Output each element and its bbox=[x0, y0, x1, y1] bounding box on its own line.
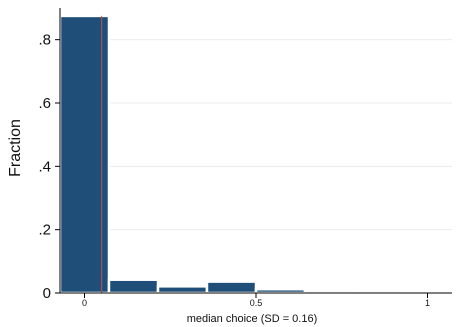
histogram-bar bbox=[254, 287, 307, 295]
bars bbox=[58, 14, 405, 295]
histogram-bar bbox=[107, 278, 160, 295]
x-axis-label: median choice (SD = 0.16) bbox=[187, 313, 318, 325]
y-tick-label: 0 bbox=[43, 285, 51, 302]
x-tick-label: 0.5 bbox=[250, 298, 263, 308]
histogram-bar bbox=[58, 14, 111, 295]
histogram-bar bbox=[156, 285, 209, 295]
y-tick-label: .8 bbox=[38, 32, 51, 49]
grid-lines bbox=[60, 39, 452, 231]
x-tick-label: 1 bbox=[425, 298, 430, 308]
x-tick-label: 0 bbox=[82, 298, 87, 308]
y-axis-ticks: 0 .2 .4 .6 .8 bbox=[38, 32, 60, 302]
x-axis-ticks: 0 0.5 1 bbox=[82, 293, 430, 308]
y-axis-label: Fraction bbox=[7, 119, 24, 177]
y-tick-label: .6 bbox=[38, 95, 51, 112]
histogram-bar bbox=[205, 280, 258, 295]
y-tick-label: .4 bbox=[38, 158, 51, 175]
axes bbox=[59, 8, 452, 294]
y-tick-label: .2 bbox=[38, 222, 51, 239]
